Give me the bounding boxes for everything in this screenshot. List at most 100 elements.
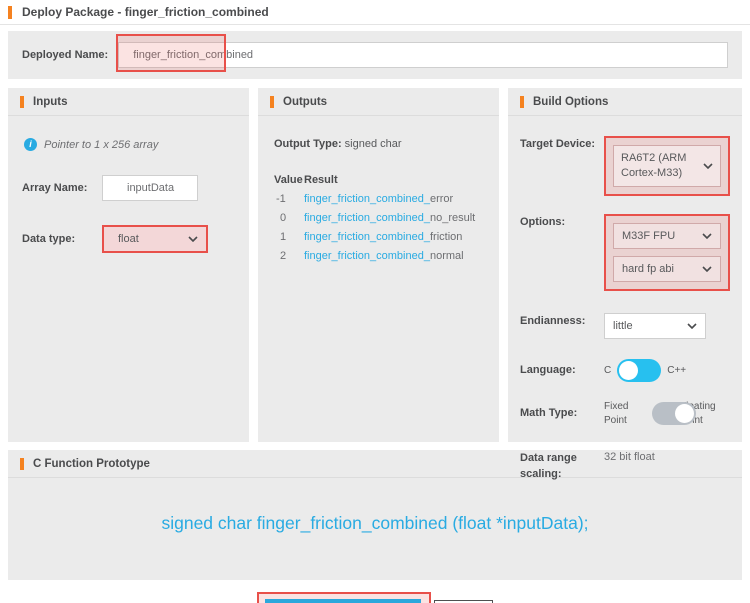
result-column-header: Result	[304, 174, 338, 186]
target-device-row: Target Device: RA6T2 (ARM Cortex-M33)	[520, 136, 730, 196]
generate-new-package-button[interactable]: Generate New Package	[264, 599, 421, 603]
language-row: Language: C C++	[520, 358, 730, 382]
result-table: Value Result -1 finger_friction_combined…	[274, 174, 485, 262]
c-function-prototype-header: C Function Prototype	[8, 450, 742, 478]
result-link-suffix: normal	[429, 250, 464, 262]
deployed-name-label: Deployed Name:	[22, 49, 109, 61]
output-type-row: Output Type: signed char	[274, 138, 485, 150]
value-column-header: Value	[274, 174, 303, 186]
result-link-suffix: friction	[429, 231, 463, 243]
chevron-down-icon	[188, 236, 198, 242]
page-header: Deploy Package - finger_friction_combine…	[0, 0, 750, 25]
result-link[interactable]: finger_friction_combined_normal	[304, 250, 464, 262]
array-name-row: Array Name:	[22, 175, 235, 201]
output-type-value: signed char	[341, 138, 402, 150]
language-toggle[interactable]	[617, 358, 662, 382]
result-link-prefix: finger_friction_combined_	[304, 193, 430, 205]
inputs-title: Inputs	[33, 96, 68, 108]
data-range-value: 32 bit float	[604, 450, 655, 463]
result-link[interactable]: finger_friction_combined_friction	[304, 231, 462, 243]
output-type-label: Output Type:	[274, 138, 342, 150]
columns-row: Inputs i Pointer to 1 x 256 array Array …	[8, 88, 742, 480]
math-type-label: Math Type:	[520, 407, 578, 420]
data-type-value: float	[118, 233, 139, 245]
deployed-name-input[interactable]	[118, 42, 728, 68]
accent-bar	[520, 96, 524, 108]
fp-abi-select[interactable]: hard fp abi	[613, 255, 721, 282]
result-link-prefix: finger_friction_combined_	[304, 231, 430, 243]
c-function-prototype-panel: C Function Prototype signed char finger_…	[8, 450, 742, 580]
chevron-down-icon	[687, 323, 697, 329]
array-name-label: Array Name:	[22, 182, 88, 194]
options-row: Options: M33F FPU hard fp abi	[520, 213, 730, 291]
accent-bar	[20, 96, 24, 108]
result-link-prefix: finger_friction_combined_	[304, 250, 430, 262]
toggle-knob	[675, 404, 694, 424]
pointer-info-text: Pointer to 1 x 256 array	[44, 138, 159, 151]
chevron-down-icon	[702, 233, 712, 239]
page-title: Deploy Package - finger_friction_combine…	[22, 5, 269, 19]
endianness-value: little	[613, 319, 633, 332]
result-table-header: Value Result	[274, 174, 485, 186]
build-options-header: Build Options	[508, 88, 742, 116]
data-range-row: Data range scaling: 32 bit float	[520, 450, 730, 483]
table-row: 2 finger_friction_combined_normal	[274, 250, 485, 262]
result-value: 0	[280, 212, 287, 224]
result-value: 1	[280, 231, 287, 243]
target-device-value: RA6T2 (ARM Cortex-M33)	[621, 152, 687, 179]
data-range-label: Data range scaling:	[520, 451, 577, 481]
language-c-label: C	[604, 364, 612, 376]
result-link[interactable]: finger_friction_combined_no_result	[304, 212, 475, 224]
target-device-select[interactable]: RA6T2 (ARM Cortex-M33)	[613, 145, 721, 187]
table-row: 0 finger_friction_combined_no_result	[274, 212, 485, 224]
inputs-header: Inputs	[8, 88, 249, 116]
accent-bar	[270, 96, 274, 108]
generate-button-highlight-annotation: Generate New Package	[256, 592, 431, 603]
deployed-name-panel: Deployed Name:	[8, 31, 742, 79]
toggle-knob	[619, 360, 639, 380]
math-type-row: Math Type: Fixed Point Floating Point	[520, 400, 730, 428]
inputs-panel: Inputs i Pointer to 1 x 256 array Array …	[8, 88, 249, 442]
chevron-down-icon	[702, 266, 712, 272]
endianness-select[interactable]: little	[604, 312, 706, 339]
table-row: 1 finger_friction_combined_friction	[274, 231, 485, 243]
result-link-suffix: error	[429, 193, 454, 205]
result-link-suffix: no_result	[429, 212, 476, 224]
footer-actions: Generate New Package Cancel	[0, 592, 750, 603]
result-link[interactable]: finger_friction_combined_error	[304, 193, 453, 205]
fp-abi-value: hard fp abi	[622, 262, 674, 275]
accent-bar	[8, 5, 12, 19]
outputs-title: Outputs	[283, 96, 328, 108]
target-device-highlight-annotation: RA6T2 (ARM Cortex-M33)	[604, 136, 730, 196]
endianness-label: Endianness:	[520, 314, 586, 327]
math-type-toggle[interactable]	[652, 402, 696, 426]
data-type-select[interactable]: float	[102, 225, 208, 253]
prototype-content: signed char finger_friction_combined (fl…	[8, 478, 742, 580]
prototype-code: signed char finger_friction_combined (fl…	[161, 513, 589, 533]
table-row: -1 finger_friction_combined_error	[274, 193, 485, 205]
data-type-label: Data type:	[22, 233, 76, 245]
options-highlight-annotation: M33F FPU hard fp abi	[604, 213, 730, 291]
outputs-panel: Outputs Output Type: signed char Value R…	[258, 88, 499, 442]
options-label: Options:	[520, 215, 566, 228]
target-device-label: Target Device:	[520, 138, 595, 150]
outputs-header: Outputs	[258, 88, 499, 116]
fixed-point-label: Fixed Point	[604, 400, 629, 426]
pointer-info-row: i Pointer to 1 x 256 array	[24, 138, 235, 151]
build-options-title: Build Options	[533, 96, 609, 108]
fpu-value: M33F FPU	[622, 229, 676, 242]
endianness-row: Endianness: little	[520, 312, 730, 339]
result-value: -1	[276, 193, 286, 205]
language-label: Language:	[520, 363, 576, 376]
array-name-input[interactable]	[102, 175, 198, 201]
chevron-down-icon	[703, 163, 713, 169]
data-type-row: Data type: float	[22, 225, 235, 253]
language-cpp-label: C++	[667, 364, 687, 376]
info-icon: i	[24, 138, 37, 151]
result-link-prefix: finger_friction_combined_	[304, 212, 430, 224]
result-value: 2	[280, 250, 287, 262]
fpu-select[interactable]: M33F FPU	[613, 222, 721, 249]
cancel-button[interactable]: Cancel	[433, 599, 494, 603]
c-function-prototype-title: C Function Prototype	[33, 458, 150, 470]
build-options-panel: Build Options Target Device: RA6T2 (ARM …	[508, 88, 742, 480]
